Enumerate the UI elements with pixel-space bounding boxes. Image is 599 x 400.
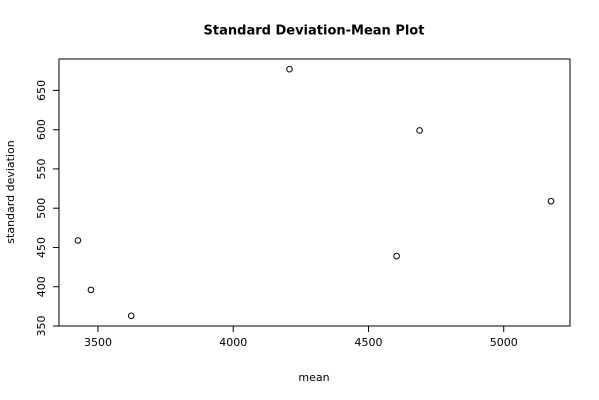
y-axis-label: standard deviation [4, 140, 17, 243]
x-axis-label: mean [298, 371, 329, 384]
x-tick-label: 4500 [354, 336, 382, 349]
point [393, 252, 400, 260]
point [127, 312, 135, 320]
point [286, 65, 293, 73]
point [416, 127, 423, 134]
y-tick-label: 650 [35, 80, 48, 101]
x-tick-label: 3500 [84, 336, 112, 349]
plot-frame [58, 58, 571, 327]
y-tick-label: 550 [35, 158, 48, 179]
chart-title: Standard Deviation-Mean Plot [204, 24, 425, 39]
y-tick-label: 350 [35, 316, 48, 337]
x-tick-label: 5000 [490, 336, 518, 349]
point [547, 197, 555, 205]
y-tick-label: 500 [35, 198, 48, 219]
y-tick-label: 450 [35, 237, 48, 258]
point [87, 286, 95, 294]
y-tick-label: 600 [35, 119, 48, 140]
y-tick-label: 400 [35, 276, 48, 297]
x-tick-label: 4000 [219, 336, 247, 349]
point [74, 237, 82, 244]
